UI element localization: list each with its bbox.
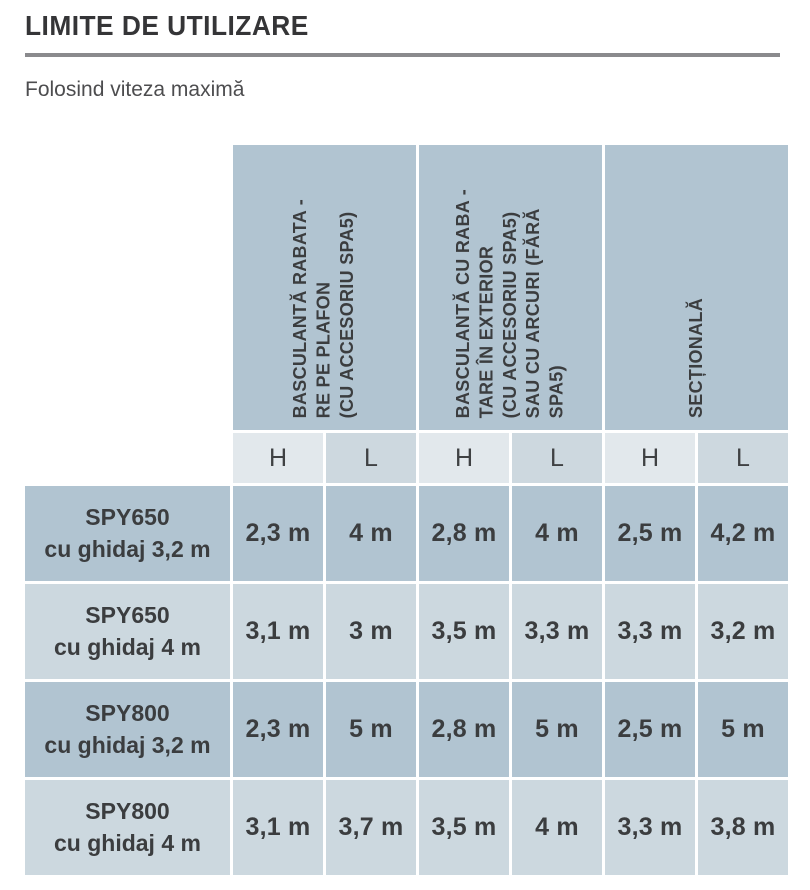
table-cell: 3,5 m bbox=[419, 584, 509, 679]
column-group-basculanta-rabatare-exterior: BASCULANTĂ CU RABA - TARE ÎN EXTERIOR (C… bbox=[419, 145, 602, 430]
model-name: SPY650 bbox=[85, 503, 170, 530]
table-corner-spacer bbox=[25, 145, 230, 430]
title-underline bbox=[25, 53, 780, 57]
model-variant: cu ghidaj 3,2 m bbox=[44, 731, 211, 758]
column-group-label: BASCULANTĂ RABATA - RE PE PLAFON (CU ACC… bbox=[290, 198, 358, 418]
table-cell: 5 m bbox=[326, 682, 416, 777]
model-variant: cu ghidaj 3,2 m bbox=[44, 535, 211, 562]
table-cell: 3,5 m bbox=[419, 780, 509, 875]
table-cell: 3,7 m bbox=[326, 780, 416, 875]
table-cell: 2,5 m bbox=[605, 486, 695, 581]
table-cell: 2,3 m bbox=[233, 486, 323, 581]
subheader-h-1: H bbox=[233, 433, 323, 483]
usage-limits-table: BASCULANTĂ RABATA - RE PE PLAFON (CU ACC… bbox=[25, 145, 788, 875]
table-cell: 3,1 m bbox=[233, 780, 323, 875]
subheader-l-2: L bbox=[512, 433, 602, 483]
table-cell: 4 m bbox=[512, 780, 602, 875]
model-name: SPY800 bbox=[85, 699, 170, 726]
table-cell: 5 m bbox=[512, 682, 602, 777]
model-variant: cu ghidaj 4 m bbox=[54, 829, 201, 856]
column-group-basculanta-rabatare-plafon: BASCULANTĂ RABATA - RE PE PLAFON (CU ACC… bbox=[233, 145, 416, 430]
model-name: SPY650 bbox=[85, 601, 170, 628]
table-cell: 3,3 m bbox=[605, 584, 695, 679]
column-group-label: SECȚIONALĂ bbox=[685, 298, 706, 418]
table-cell: 2,8 m bbox=[419, 486, 509, 581]
table-cell: 5 m bbox=[698, 682, 788, 777]
page-subtitle: Folosind viteza maximă bbox=[25, 78, 245, 101]
table-cell: 2,3 m bbox=[233, 682, 323, 777]
table-cell: 3,1 m bbox=[233, 584, 323, 679]
row-header-spy650-3-2: SPY650 cu ghidaj 3,2 m bbox=[25, 486, 230, 581]
table-cell: 3 m bbox=[326, 584, 416, 679]
row-header-spy800-4: SPY800 cu ghidaj 4 m bbox=[25, 780, 230, 875]
subheader-h-3: H bbox=[605, 433, 695, 483]
model-variant: cu ghidaj 4 m bbox=[54, 633, 201, 660]
column-group-sectionala: SECȚIONALĂ bbox=[605, 145, 788, 430]
table-cell: 3,2 m bbox=[698, 584, 788, 679]
table-cell: 4 m bbox=[326, 486, 416, 581]
table-cell: 3,8 m bbox=[698, 780, 788, 875]
table-cell: 4,2 m bbox=[698, 486, 788, 581]
model-name: SPY800 bbox=[85, 797, 170, 824]
table-cell: 2,5 m bbox=[605, 682, 695, 777]
table-cell: 3,3 m bbox=[512, 584, 602, 679]
subheader-spacer bbox=[25, 433, 230, 483]
subheader-l-1: L bbox=[326, 433, 416, 483]
table-cell: 4 m bbox=[512, 486, 602, 581]
column-group-label: BASCULANTĂ CU RABA - TARE ÎN EXTERIOR (C… bbox=[453, 188, 567, 418]
table-cell: 2,8 m bbox=[419, 682, 509, 777]
subheader-h-2: H bbox=[419, 433, 509, 483]
subheader-l-3: L bbox=[698, 433, 788, 483]
table-cell: 3,3 m bbox=[605, 780, 695, 875]
row-header-spy650-4: SPY650 cu ghidaj 4 m bbox=[25, 584, 230, 679]
page-title: LIMITE DE UTILIZARE bbox=[25, 10, 309, 41]
row-header-spy800-3-2: SPY800 cu ghidaj 3,2 m bbox=[25, 682, 230, 777]
